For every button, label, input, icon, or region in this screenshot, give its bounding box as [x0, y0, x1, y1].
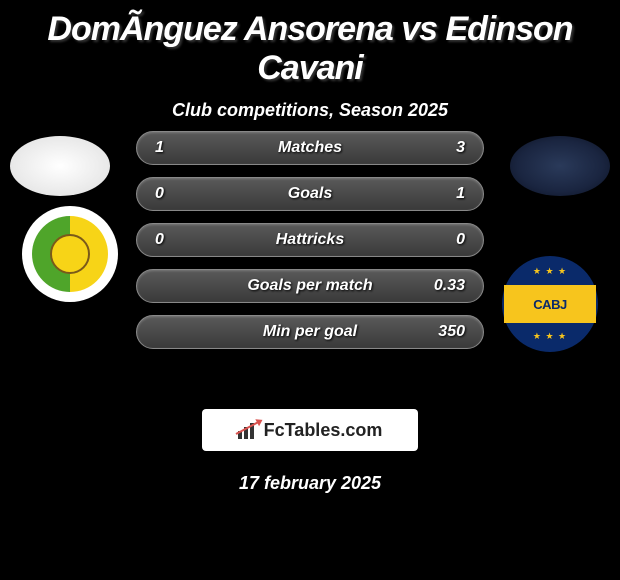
- player-photo-left: [10, 136, 110, 196]
- stat-value-right: 0.33: [434, 277, 465, 295]
- stat-bar: 1 Matches 3: [136, 131, 484, 165]
- root: DomÃ­nguez Ansorena vs Edinson Cavani Cl…: [0, 0, 620, 494]
- star-icon: ★ ★ ★: [533, 331, 567, 342]
- stat-bar: 0 Hattricks 0: [136, 223, 484, 257]
- stat-value-right: 350: [438, 323, 465, 341]
- stat-value-right: 1: [456, 185, 465, 203]
- stat-value-left: 0: [155, 231, 164, 249]
- stat-value-left: 0: [155, 185, 164, 203]
- club-badge-right: ★ ★ ★ CABJ ★ ★ ★: [502, 256, 598, 352]
- stat-label: Hattricks: [276, 231, 344, 249]
- bar-chart-icon: [238, 421, 260, 439]
- stat-value-right: 3: [456, 139, 465, 157]
- stat-bars: 1 Matches 3 0 Goals 1 0 Hattricks 0 Goal…: [136, 131, 484, 361]
- subtitle: Club competitions, Season 2025: [0, 100, 620, 121]
- star-icon: ★ ★ ★: [533, 266, 567, 277]
- brand-text: FcTables.com: [264, 420, 383, 441]
- date-text: 17 february 2025: [0, 473, 620, 494]
- stat-bar: 0 Goals 1: [136, 177, 484, 211]
- club-badge-left: [22, 206, 118, 302]
- page-title: DomÃ­nguez Ansorena vs Edinson Cavani: [0, 10, 620, 88]
- club-badge-right-text: CABJ: [533, 297, 566, 312]
- stat-label: Matches: [278, 139, 342, 157]
- stat-bar: Goals per match 0.33: [136, 269, 484, 303]
- stat-value-left: 1: [155, 139, 164, 157]
- stat-value-right: 0: [456, 231, 465, 249]
- club-badge-left-inner: [32, 216, 108, 292]
- stat-label: Goals: [288, 185, 332, 203]
- stat-label: Goals per match: [247, 277, 372, 295]
- stat-label: Min per goal: [263, 323, 357, 341]
- brand-box[interactable]: FcTables.com: [202, 409, 418, 451]
- comparison-area: ★ ★ ★ CABJ ★ ★ ★ 1 Matches 3 0 Goals 1 0…: [0, 151, 620, 381]
- stat-bar: Min per goal 350: [136, 315, 484, 349]
- player-photo-right: [510, 136, 610, 196]
